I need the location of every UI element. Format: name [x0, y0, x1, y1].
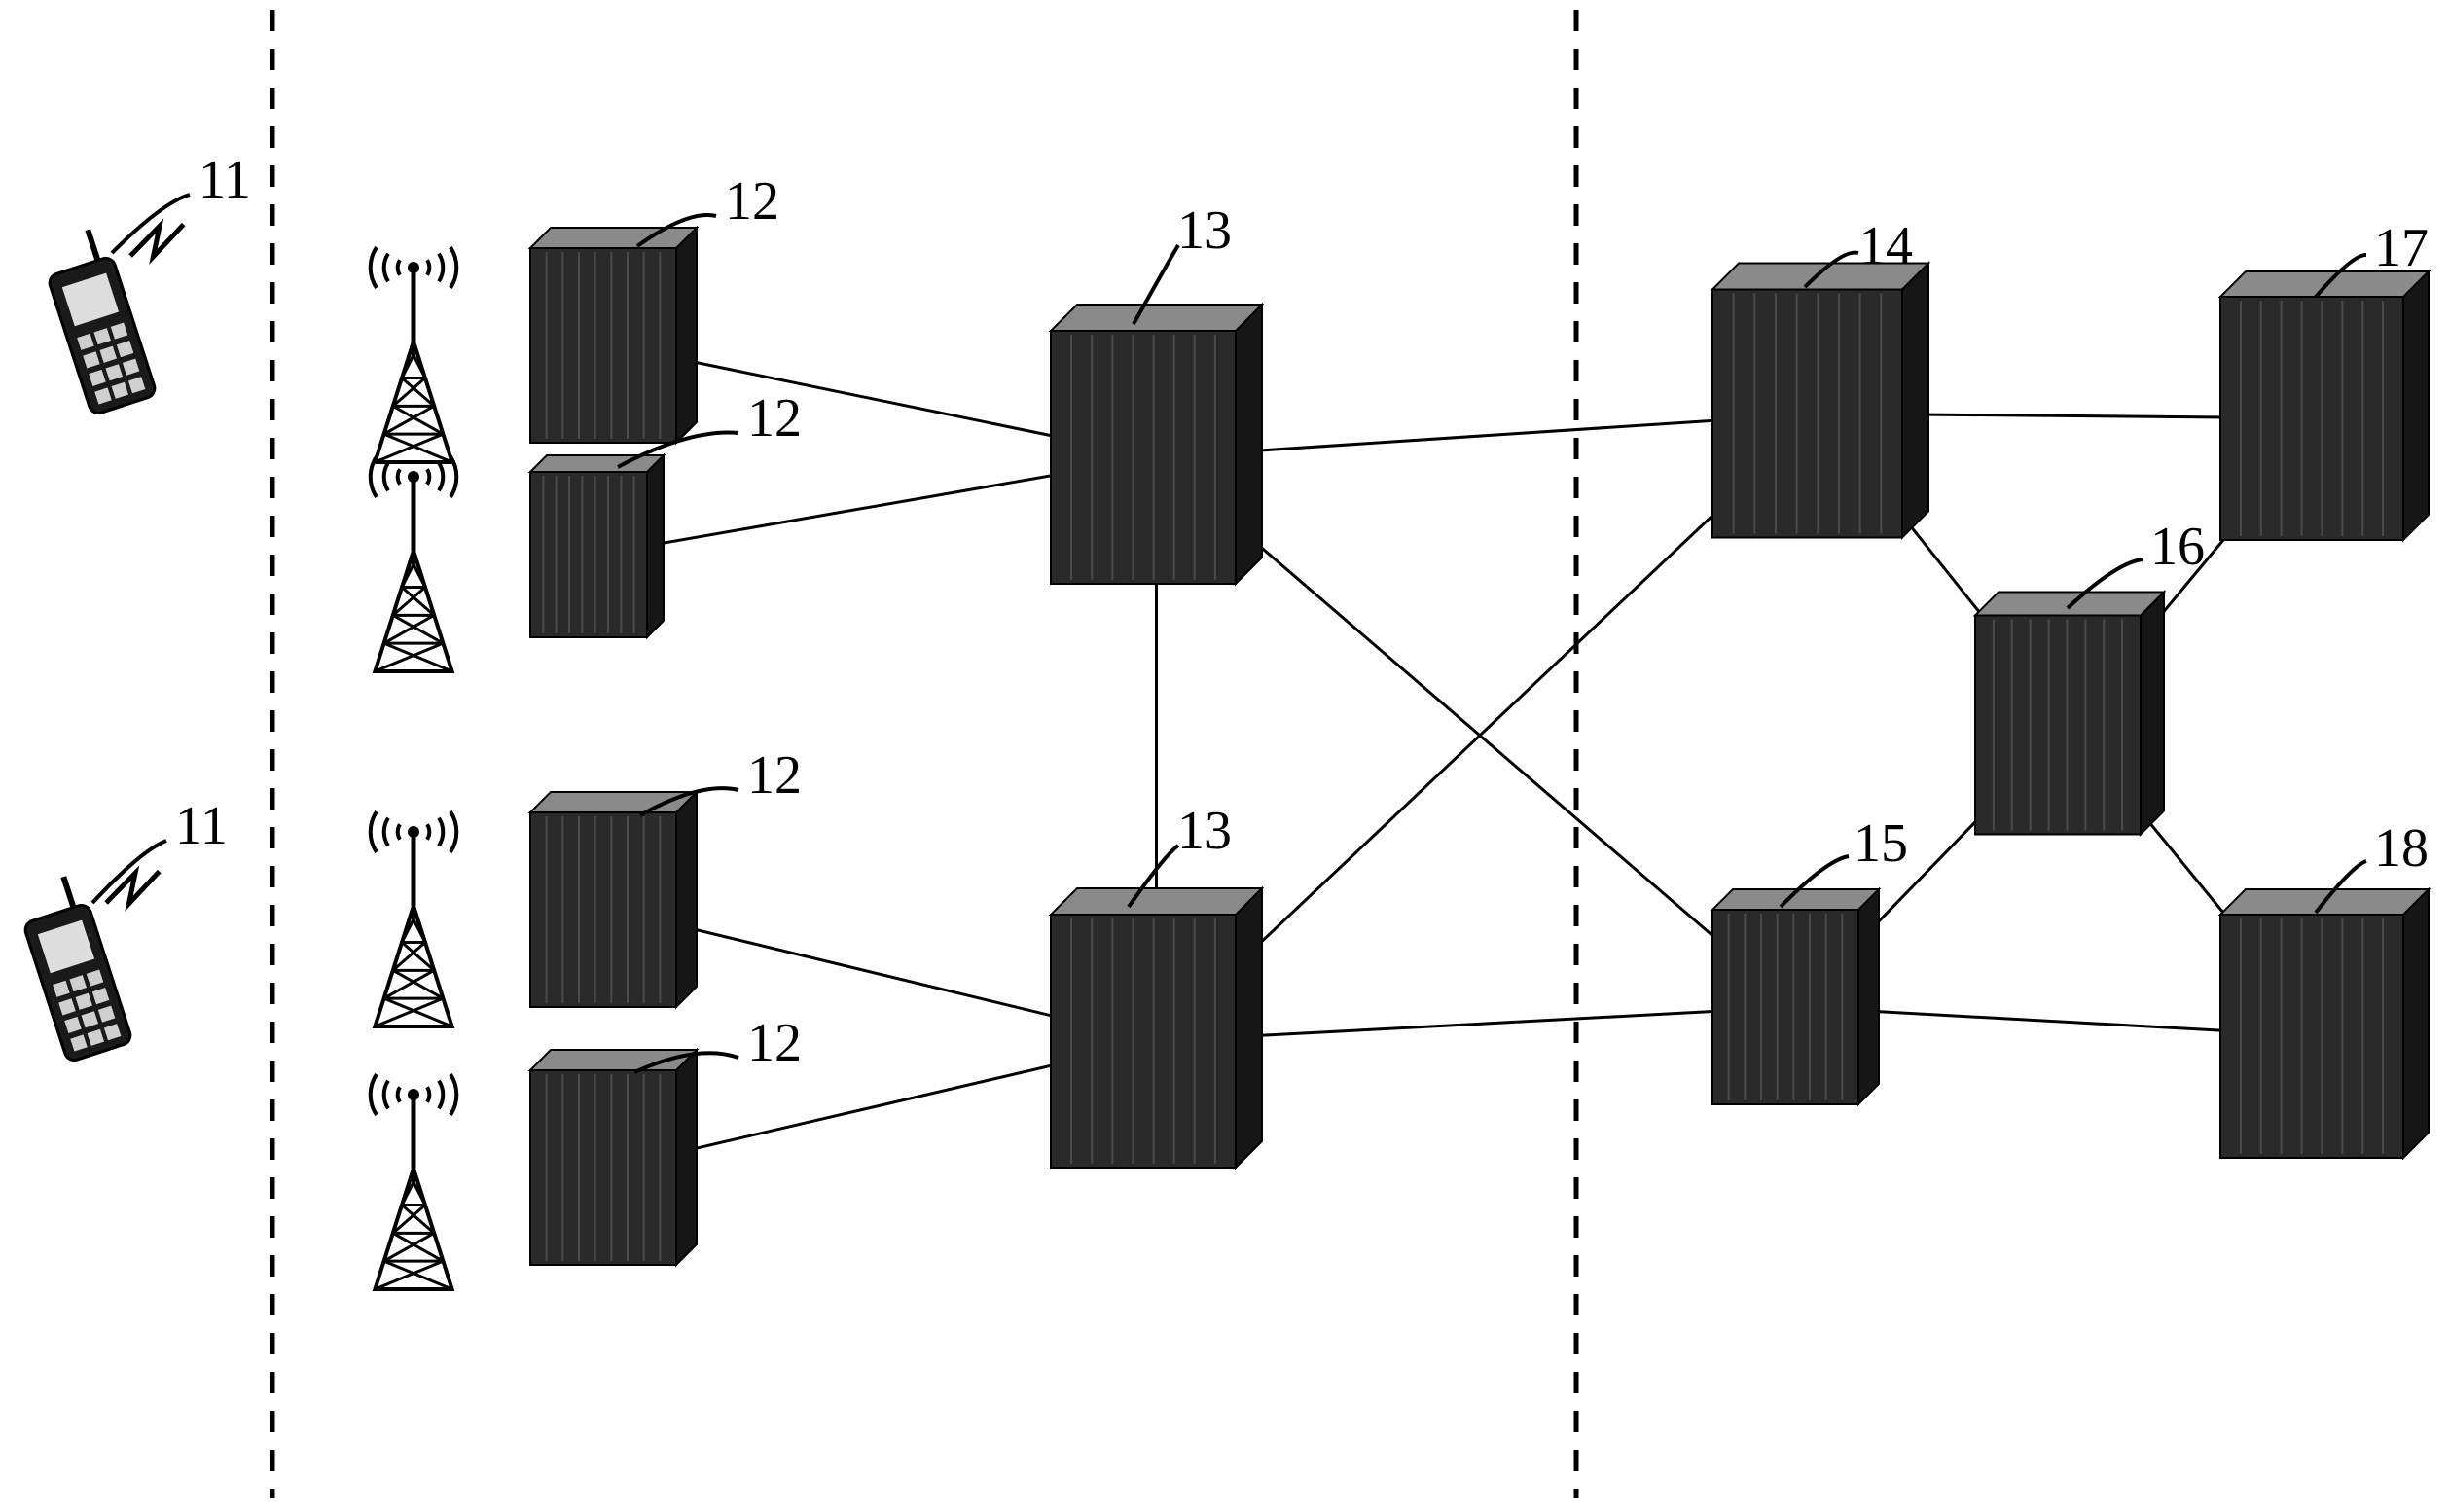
server-node-srv-18: [2220, 889, 2429, 1158]
reference-label: 12: [747, 1012, 802, 1074]
antenna-tower-icon: [371, 247, 457, 462]
reference-label: 15: [1854, 812, 1908, 875]
server-node-srv-15: [1712, 889, 1879, 1104]
antenna-tower-icon: [371, 456, 457, 671]
reference-label: 17: [2374, 217, 2429, 279]
reference-label: 12: [747, 387, 802, 450]
server-node-srv-12d: [530, 1050, 697, 1265]
server-node-srv-14: [1712, 264, 1928, 538]
server-node-srv-13b: [1051, 888, 1262, 1168]
region-dividers: [272, 10, 1576, 1498]
label-leader-line: [112, 195, 190, 253]
reference-label: 11: [175, 795, 228, 857]
server-node-srv-12a: [530, 228, 697, 443]
reference-label: 11: [198, 149, 251, 211]
antenna-tower-icon: [371, 811, 457, 1026]
reference-label: 12: [747, 744, 802, 807]
reference-label: 16: [2150, 516, 2205, 578]
antenna-tower-icon: [371, 1074, 457, 1289]
reference-label: 13: [1177, 800, 1232, 862]
mobile-phone-icon: [13, 848, 206, 1062]
server-node-srv-16: [1975, 593, 2164, 835]
server-node-srv-13a: [1051, 305, 1262, 584]
server-node-srv-17: [2220, 271, 2429, 540]
server-node-srv-12b: [530, 455, 664, 637]
reference-label: 12: [725, 170, 779, 233]
reference-label: 14: [1858, 215, 1913, 277]
server-node-srv-12c: [530, 792, 697, 1007]
reference-label: 13: [1177, 199, 1232, 262]
reference-label: 18: [2374, 817, 2429, 880]
